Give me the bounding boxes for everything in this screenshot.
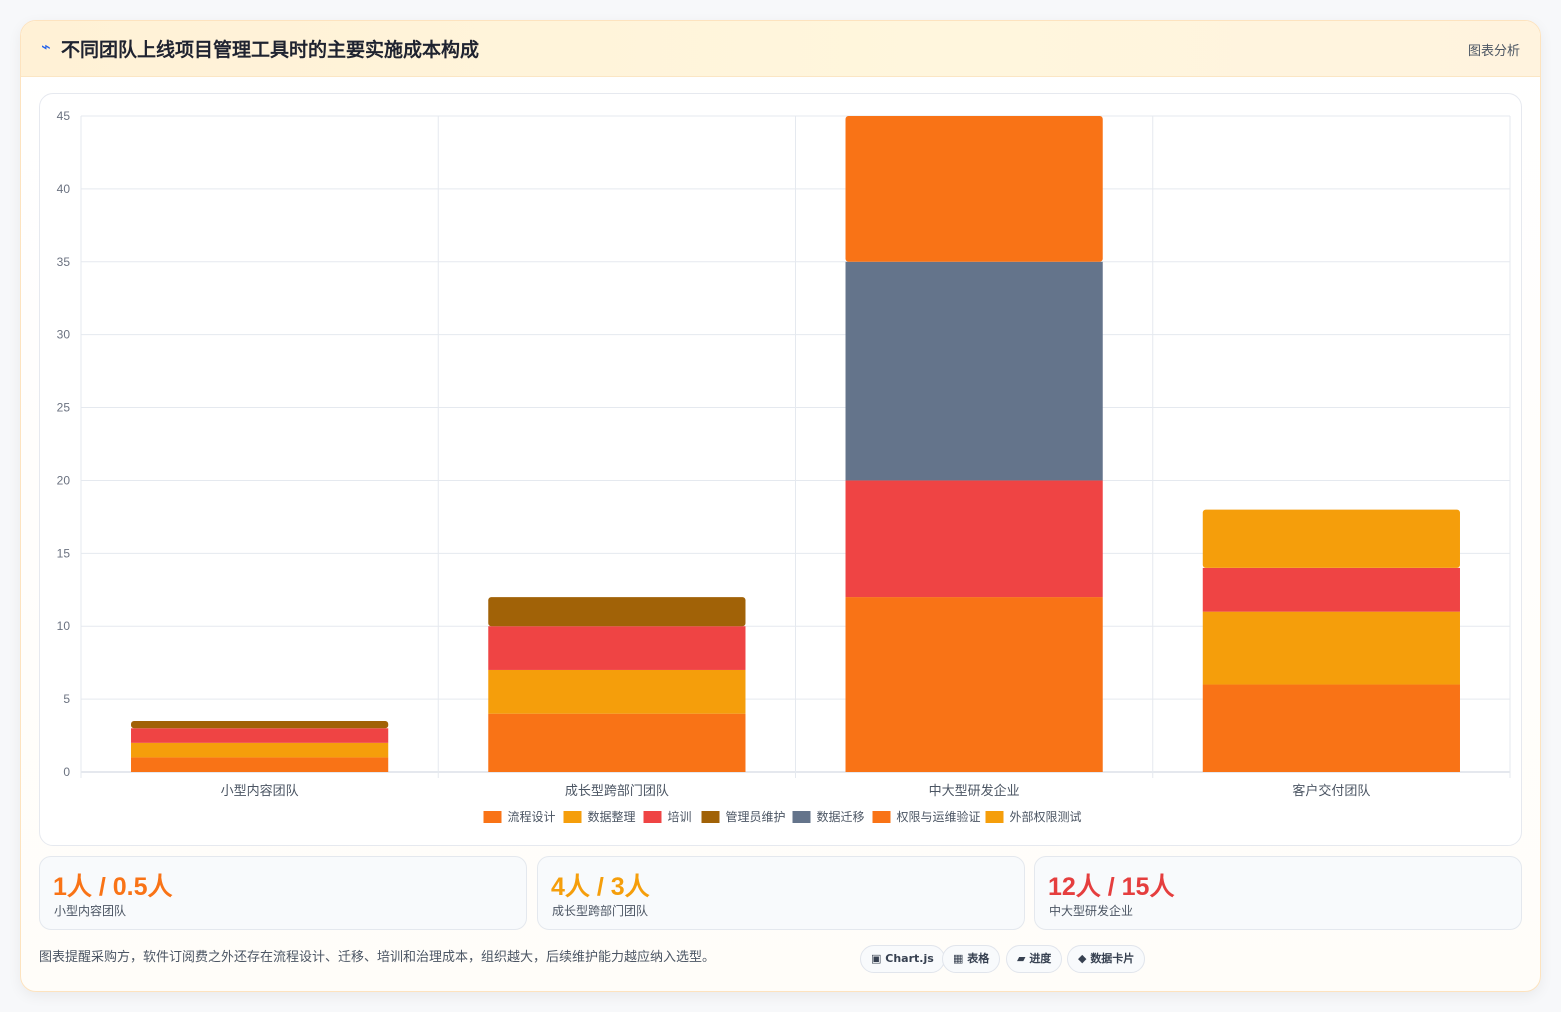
diamond-icon: ◆ [1078,952,1087,965]
stat-value: 1人 / 0.5人 [53,873,173,901]
table-icon: ▦ [953,952,964,965]
legend-swatch [643,811,662,823]
y-tick-label: 20 [57,473,71,487]
legend-swatch [483,811,502,823]
x-tick-label: 客户交付团队 [1292,783,1370,799]
pill-table[interactable]: ▦ 表格 [942,945,1001,973]
legend-label: 数据整理 [588,809,636,824]
pill-label: 数据卡片 [1090,952,1135,965]
chart-icon: ▣ [871,952,882,965]
bar-segment [845,597,1103,772]
legend-label: 权限与运维验证 [897,809,981,824]
chart-panel: 0 5 10 15 20 25 30 35 40 45 小型内容团队 成长型跨部门团队 中大型研发企业 客… [39,93,1522,846]
pill-data-card[interactable]: ◆ 数据卡片 [1067,945,1146,973]
stat-card-enterprise: 12人 / 15人 中大型研发企业 [1034,856,1522,930]
legend-label: 管理员维护 [726,809,786,824]
stat-label: 小型内容团队 [54,904,127,918]
x-tick-label: 成长型跨部门团队 [565,784,669,799]
x-tick-label: 小型内容团队 [221,783,299,799]
progress-icon: ▰ [1017,952,1026,965]
card-header: ⌁ 不同团队上线项目管理工具时的主要实施成本构成 图表分析 [21,21,1540,77]
stat-label: 成长型跨部门团队 [552,904,649,918]
bar-segment [488,626,746,670]
bar-segment [131,742,389,758]
y-tick-label: 35 [57,255,71,269]
bar-segment [131,728,389,743]
y-tick-label: 45 [57,109,71,123]
stat-label: 中大型研发企业 [1049,904,1134,918]
bar-segment [131,757,389,772]
y-tick-label: 0 [63,765,70,779]
footer-note: 图表提醒采购方，软件订阅费之外还存在流程设计、迁移、培训和治理成本，组织越大，后… [39,950,716,965]
y-tick-label: 15 [57,546,71,560]
pill-label: Chart.js [885,952,934,965]
bar-segment [845,116,1103,262]
y-tick-label: 25 [57,401,71,415]
chart-card: ⌁ 不同团队上线项目管理工具时的主要实施成本构成 图表分析 0 5 10 15 20 25… [20,20,1541,992]
bar-segment [488,713,746,772]
bar-segment [488,669,746,714]
legend-label: 数据迁移 [817,809,865,824]
bar-segment [1202,509,1460,568]
legend-label: 流程设计 [508,809,556,824]
bar-segment [1202,611,1460,685]
legend-swatch [701,811,720,823]
stat-value: 12人 / 15人 [1048,873,1175,901]
legend-label: 培训 [668,809,692,824]
chart-title: 不同团队上线项目管理工具时的主要实施成本构成 [61,39,480,61]
bar-segment [1202,567,1460,612]
pill-progress[interactable]: ▰ 进度 [1006,945,1063,973]
bar-segment [845,480,1103,598]
bar-segment [131,720,389,729]
legend-swatch [563,811,582,823]
legend-swatch [872,811,891,823]
legend-swatch [985,811,1004,823]
stat-card-growth-team: 4人 / 3人 成长型跨部门团队 [537,856,1025,930]
bar-segment [1202,684,1460,772]
pill-label: 进度 [1029,952,1052,965]
stat-card-small-team: 1人 / 0.5人 小型内容团队 [39,856,527,930]
stacked-bar-chart: 0 5 10 15 20 25 30 35 40 45 小型内容团队 成长型跨部门团队 中大型研发企业 客… [57,109,1511,824]
chart-lightning-icon: ⌁ [41,37,51,56]
pill-label: 表格 [967,952,990,965]
x-tick-label: 中大型研发企业 [929,783,1020,799]
bar-segment [488,597,746,627]
stat-value: 4人 / 3人 [551,873,650,901]
bar-segment [845,261,1103,481]
legend-label: 外部权限测试 [1010,809,1082,824]
y-tick-label: 40 [57,182,71,196]
y-tick-label: 30 [57,328,71,342]
pill-chartjs[interactable]: ▣ Chart.js [860,945,945,973]
legend-swatch [792,811,811,823]
y-tick-label: 10 [57,619,71,633]
y-tick-label: 5 [63,692,70,706]
chart-analysis-link[interactable]: 图表分析 [1467,44,1520,59]
